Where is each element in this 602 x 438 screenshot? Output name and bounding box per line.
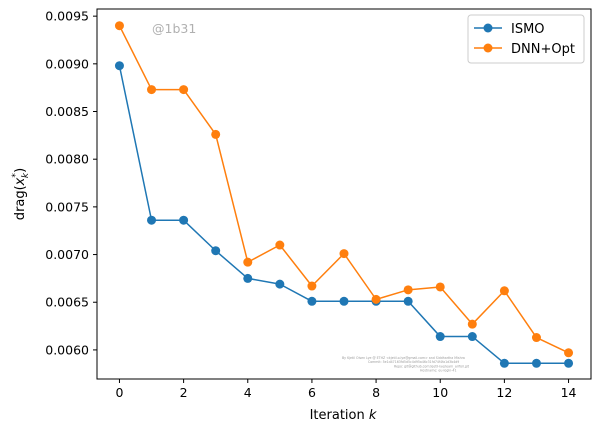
y-axis-label-group: drag(x*k) bbox=[11, 168, 31, 220]
data-point-dnn-opt-3 bbox=[211, 129, 221, 139]
x-tick-label: 14 bbox=[561, 385, 577, 400]
x-axis-label: Iteration k bbox=[310, 408, 377, 423]
legend-swatch-marker-ismo bbox=[483, 23, 493, 33]
x-tick-label: 4 bbox=[244, 385, 252, 400]
x-tick-label: 12 bbox=[496, 385, 512, 400]
data-point-ismo-5 bbox=[275, 279, 285, 289]
x-axis-label-variable: k bbox=[369, 408, 377, 423]
data-point-dnn-opt-2 bbox=[179, 85, 189, 95]
legend-entry-dnn-opt: DNN+Opt bbox=[474, 42, 575, 57]
data-point-dnn-opt-11 bbox=[467, 319, 477, 329]
data-point-ismo-7 bbox=[339, 296, 349, 306]
credit-line: Commit: 5e1d47163fd5d5c4d95a46c31fd74f4f… bbox=[368, 360, 459, 364]
data-point-ismo-1 bbox=[147, 215, 157, 225]
y-tick-label: 0.0095 bbox=[45, 9, 89, 24]
data-point-dnn-opt-14 bbox=[564, 348, 574, 358]
credit-text-block: By Kjetil Olsen Lye @ ETHZ <kjetil.o.lye… bbox=[342, 356, 470, 373]
y-tick-label: 0.0085 bbox=[45, 104, 89, 119]
data-point-dnn-opt-4 bbox=[243, 257, 253, 267]
data-point-ismo-13 bbox=[531, 358, 541, 368]
data-point-ismo-12 bbox=[499, 358, 509, 368]
legend-label-ismo: ISMO bbox=[511, 22, 545, 37]
legend-box bbox=[467, 14, 585, 64]
credit-line: Hostname: eu-login-41 bbox=[420, 369, 457, 373]
legend-label-dnn-opt: DNN+Opt bbox=[511, 42, 575, 57]
y-axis-label-superscript: * bbox=[11, 173, 21, 178]
y-tick-label: 0.0065 bbox=[45, 295, 89, 310]
plot-marks bbox=[114, 21, 574, 368]
data-point-ismo-11 bbox=[467, 332, 477, 342]
data-point-ismo-9 bbox=[403, 296, 413, 306]
data-point-ismo-14 bbox=[564, 358, 574, 368]
data-point-ismo-2 bbox=[179, 215, 189, 225]
data-point-dnn-opt-12 bbox=[499, 286, 509, 296]
data-point-dnn-opt-9 bbox=[403, 285, 413, 295]
y-tick-label: 0.0070 bbox=[45, 247, 89, 262]
data-point-dnn-opt-8 bbox=[371, 294, 381, 304]
data-point-ismo-4 bbox=[243, 273, 253, 283]
y-tick-label: 0.0080 bbox=[45, 152, 89, 167]
data-point-dnn-opt-13 bbox=[531, 333, 541, 343]
legend-swatch-marker-dnn-opt bbox=[483, 43, 493, 53]
x-tick-label: 0 bbox=[115, 385, 123, 400]
x-tick-label: 6 bbox=[308, 385, 316, 400]
data-point-dnn-opt-0 bbox=[114, 21, 124, 31]
x-axis-label-prefix: Iteration bbox=[310, 408, 369, 423]
y-tick-label: 0.0090 bbox=[45, 56, 89, 71]
axis-ticks: 0 2 4 6 8 10 12 14 0.0060 0.0065 0.0070 0.0075 0.008… bbox=[45, 9, 576, 400]
y-axis-label-suffix: ) bbox=[13, 168, 28, 173]
legend: ISMO DNN+Opt bbox=[467, 14, 585, 64]
y-tick-label: 0.0075 bbox=[45, 199, 89, 214]
y-axis-label-prefix: drag( bbox=[13, 185, 28, 220]
data-point-dnn-opt-7 bbox=[339, 249, 349, 259]
watermark-text: @1b31 bbox=[152, 21, 196, 36]
plot-area-frame bbox=[96, 8, 592, 380]
data-point-ismo-0 bbox=[114, 61, 124, 71]
data-point-dnn-opt-6 bbox=[307, 281, 317, 291]
credit-line: By Kjetil Olsen Lye @ ETHZ <kjetil.o.lye… bbox=[342, 356, 465, 360]
x-tick-label: 8 bbox=[372, 385, 380, 400]
data-point-dnn-opt-5 bbox=[275, 240, 285, 250]
y-axis-label: drag(x*k) bbox=[11, 168, 31, 220]
x-tick-label: 2 bbox=[180, 385, 188, 400]
y-tick-label: 0.0060 bbox=[45, 342, 89, 357]
credit-line: Repo: git@github.com:kjetil-lye/learn_ai… bbox=[394, 364, 470, 368]
data-point-ismo-3 bbox=[211, 246, 221, 256]
y-axis-label-subscript: k bbox=[21, 172, 31, 178]
y-axis-label-variable: x bbox=[13, 177, 28, 186]
data-point-ismo-10 bbox=[435, 332, 445, 342]
data-point-ismo-6 bbox=[307, 296, 317, 306]
legend-entry-ismo: ISMO bbox=[474, 22, 545, 37]
data-point-dnn-opt-10 bbox=[435, 282, 445, 292]
data-point-dnn-opt-1 bbox=[147, 85, 157, 95]
x-tick-label: 10 bbox=[432, 385, 448, 400]
